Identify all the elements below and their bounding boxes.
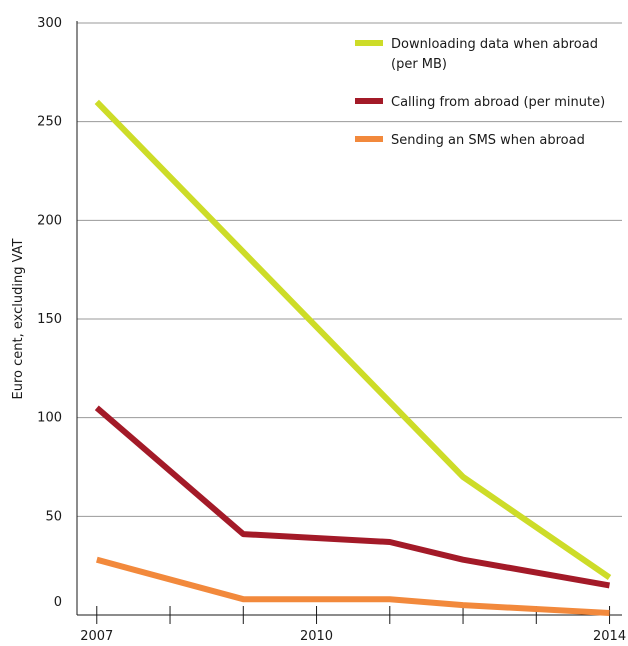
legend-label: Sending an SMS when abroad (391, 133, 585, 148)
y-tick-label: 0 (54, 595, 62, 610)
y-tick-labels: 0 50 100 150 200 250 300 (37, 16, 62, 610)
x-tick-label: 2007 (80, 629, 113, 644)
y-tick-label: 100 (37, 411, 62, 426)
y-tick-label: 50 (45, 509, 62, 524)
y-axis-title: Euro cent, excluding VAT (11, 238, 26, 399)
y-tick-label: 200 (37, 213, 62, 228)
x-tick-label: 2014 (593, 629, 626, 644)
series-lines (94, 99, 612, 616)
legend-label: (per MB) (391, 57, 447, 72)
series-line-1 (94, 99, 612, 580)
axes (76, 21, 622, 616)
y-tick-label: 300 (37, 16, 62, 31)
y-tick-label: 250 (37, 115, 62, 130)
series-line-2 (94, 405, 611, 589)
gridlines (77, 22, 622, 517)
x-ticks: 2007 2010 2014 (80, 606, 626, 644)
legend-label: Calling from abroad (per minute) (391, 95, 605, 110)
x-tick-label: 2010 (300, 629, 333, 644)
series-line-3 (96, 556, 610, 616)
y-tick-label: 150 (37, 312, 62, 327)
legend-label: Downloading data when abroad (391, 37, 598, 52)
legend: Downloading data when abroad (per MB) Call… (355, 37, 605, 148)
